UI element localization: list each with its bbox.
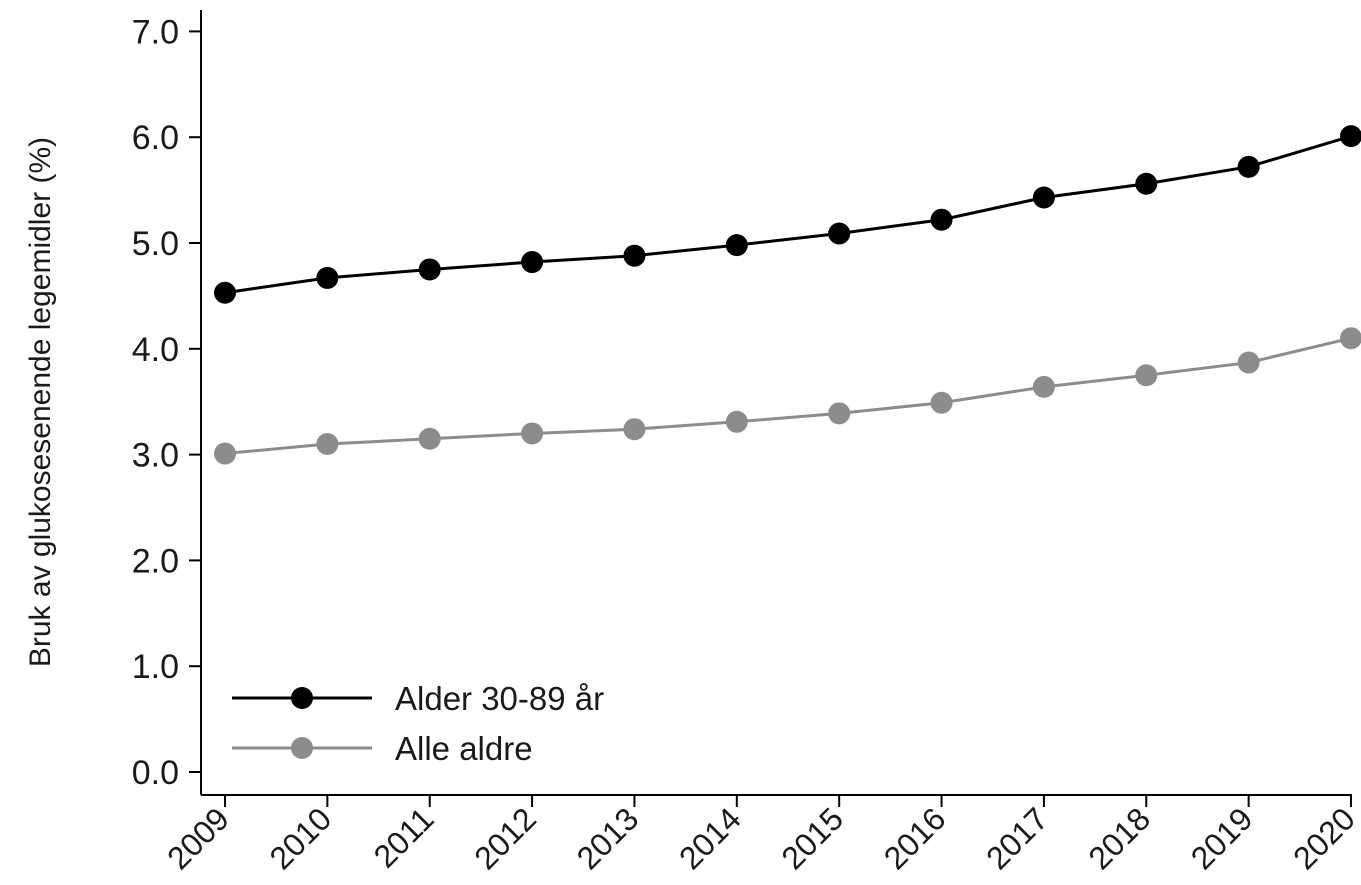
x-tick-label: 2014 — [672, 800, 748, 876]
data-point — [214, 442, 236, 465]
legend: Alder 30-89 år Alle aldre — [232, 680, 604, 767]
y-tick-label: 0.0 — [132, 754, 179, 792]
data-point — [1237, 155, 1260, 178]
legend-marker — [291, 737, 313, 759]
data-point — [1135, 364, 1158, 387]
data-point — [521, 422, 544, 445]
data-point — [725, 410, 748, 433]
data-point — [1237, 351, 1260, 374]
y-axis-label: Bruk av glukosesenende legemidler (%) — [24, 137, 57, 667]
y-tick-label: 6.0 — [132, 119, 179, 157]
series-line — [224, 336, 1352, 456]
data-point — [418, 258, 441, 281]
x-tick-label: 2018 — [1081, 800, 1157, 876]
data-point — [1340, 327, 1361, 350]
legend-item: Alder 30-89 år — [232, 680, 604, 717]
data-point — [828, 222, 851, 245]
data-point — [828, 402, 851, 425]
data-point — [1032, 186, 1055, 209]
data-point — [930, 391, 953, 414]
data-point — [930, 208, 953, 231]
y-tick-label: 7.0 — [132, 13, 179, 51]
data-point — [521, 251, 544, 274]
x-tick-label: 2015 — [774, 800, 850, 876]
legend-item: Alle aldre — [232, 730, 533, 767]
data-point — [1340, 125, 1361, 148]
data-point — [725, 234, 748, 257]
y-tick-label: 5.0 — [132, 225, 179, 263]
legend-marker — [291, 687, 313, 709]
series-2 — [214, 327, 1361, 465]
data-point — [623, 418, 646, 441]
data-point — [1032, 375, 1055, 398]
x-axis: 2009 2010 2011 2012 2013 2014 2015 2016 2017 2018… — [160, 794, 1361, 876]
y-tick-label: 4.0 — [132, 331, 179, 369]
x-tick-label: 2016 — [877, 800, 953, 876]
x-tick-label: 2011 — [367, 800, 441, 874]
legend-label: Alle aldre — [395, 730, 533, 767]
x-tick-label: 2010 — [263, 800, 339, 876]
data-point — [316, 433, 339, 456]
data-point — [316, 266, 339, 289]
y-tick-label: 3.0 — [132, 437, 179, 475]
data-point — [214, 281, 236, 304]
data-point — [623, 244, 646, 267]
x-tick-label: 2020 — [1286, 800, 1361, 876]
x-tick-label: 2013 — [570, 800, 646, 876]
data-point — [1135, 172, 1158, 195]
x-tick-label: 2009 — [160, 800, 236, 876]
x-tick-label: 2017 — [979, 800, 1055, 876]
x-tick-label: 2019 — [1184, 800, 1260, 876]
y-tick-label: 1.0 — [132, 648, 179, 686]
series-line — [224, 134, 1352, 295]
y-axis: 0.0 1.0 2.0 3.0 4.0 5.0 6.0 7.0 — [132, 10, 202, 795]
x-tick-label: 2012 — [467, 800, 543, 876]
series-layer — [214, 125, 1361, 465]
series-1 — [214, 125, 1361, 304]
legend-label: Alder 30-89 år — [395, 680, 604, 717]
y-tick-label: 2.0 — [132, 542, 179, 580]
data-point — [418, 427, 441, 450]
